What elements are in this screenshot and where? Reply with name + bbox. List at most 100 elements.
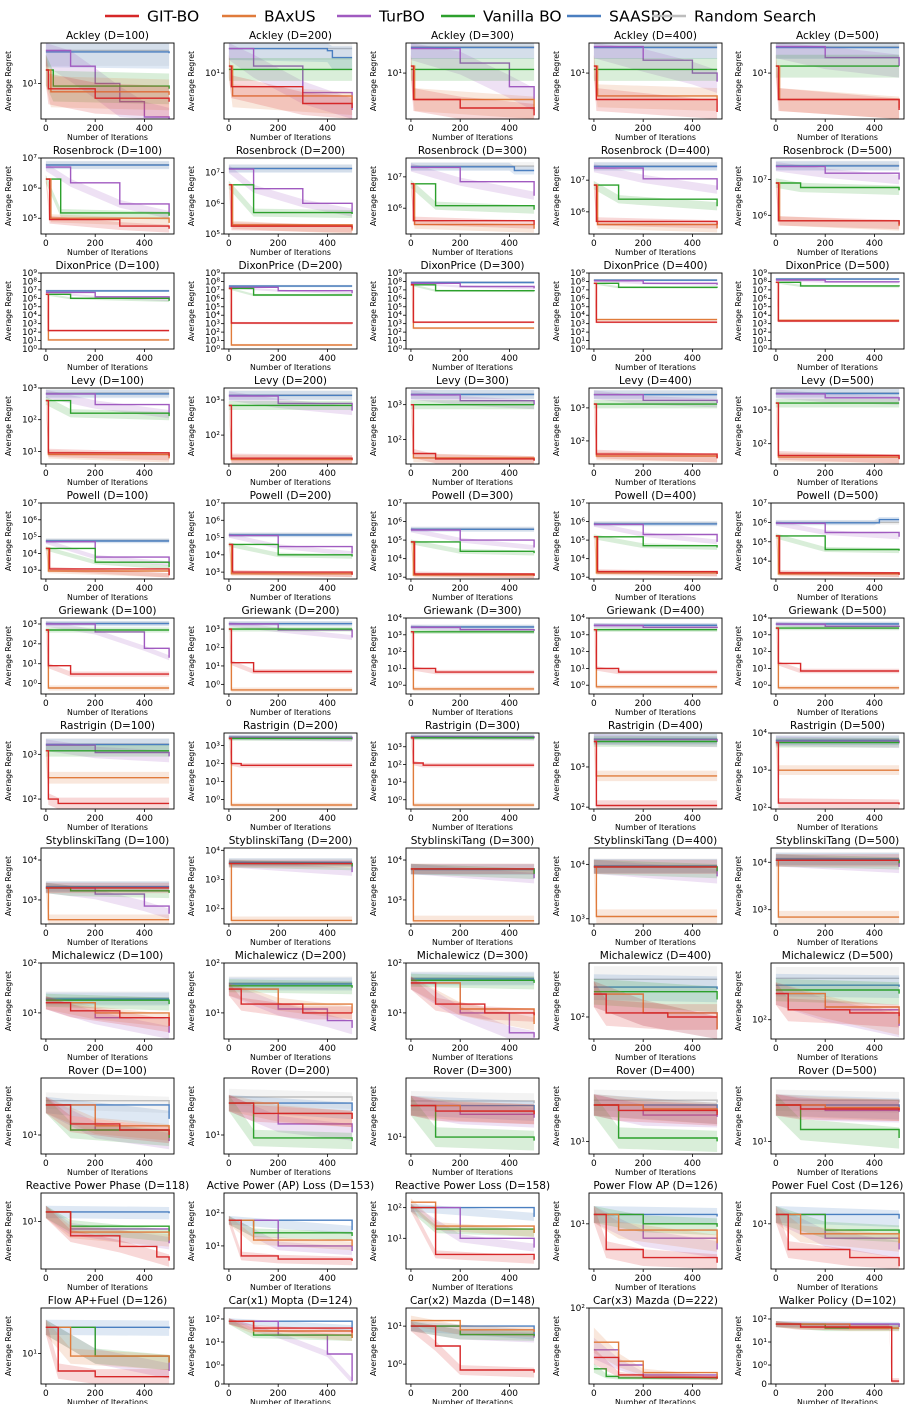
subplot-title: Power Flow AP (D=126) — [593, 1180, 717, 1192]
x-tick-label: 0 — [773, 1389, 779, 1399]
plot-frame — [405, 1192, 540, 1270]
series-band — [593, 1206, 718, 1269]
subplot-title: Car(x3) Mazda (D=222) — [593, 1295, 718, 1307]
x-tick-label: 200 — [635, 124, 652, 134]
subplot-title: Rastrigin (D=300) — [425, 720, 520, 732]
subplot-title: Rosenbrock (D=200) — [236, 145, 345, 157]
x-tick-label: 0 — [591, 699, 597, 709]
x-tick-label: 0 — [773, 1274, 779, 1284]
x-tick-label: 0 — [773, 124, 779, 134]
series-band — [410, 54, 535, 119]
x-tick-label: 400 — [501, 814, 518, 824]
x-tick-label: 0 — [226, 354, 232, 364]
x-tick-label: 400 — [319, 1044, 336, 1054]
x-tick-label: 0 — [226, 584, 232, 594]
x-tick-label: 400 — [319, 584, 336, 594]
y-axis-label: Average Regret — [552, 166, 561, 226]
y-tick-label: 10⁶ — [22, 516, 37, 526]
x-tick-label: 400 — [501, 699, 518, 709]
subplot-title: DixonPrice (D=500) — [785, 260, 889, 272]
series-band — [410, 162, 535, 175]
series-line — [228, 404, 353, 461]
legend-label: TurBO — [378, 8, 425, 26]
series-band — [45, 175, 170, 233]
x-axis-label: Number of Iterations — [67, 1053, 148, 1062]
series-band — [45, 1205, 170, 1267]
series-line — [775, 535, 900, 551]
subplot: Griewank (D=500) 0 200 400 10⁰ 10¹ 10² 10³ 10⁴ Nu… — [734, 605, 905, 717]
series-band — [45, 1096, 170, 1144]
subplot: StyblinskiTang (D=100) 0 200 400 10³ 10⁴ Numbe… — [4, 835, 175, 947]
y-axis-label: Average Regret — [734, 396, 743, 456]
legend: GIT-BO BAxUS TurBO Vanilla BO SAASBO Random S… — [105, 8, 816, 26]
series-band — [593, 736, 718, 782]
series-line — [593, 1356, 718, 1379]
series-line — [593, 184, 718, 225]
y-tick-label: 10⁹ — [752, 269, 767, 279]
y-tick-label: 10¹ — [205, 337, 220, 347]
series-line — [45, 69, 170, 102]
series-line — [45, 51, 170, 54]
series-line — [593, 740, 718, 807]
series-band — [593, 399, 718, 463]
subplot: Michalewicz (D=300) 0 200 400 10¹ 10² Number o… — [369, 950, 540, 1062]
series-band — [775, 737, 900, 809]
subplot-title: Ackley (D=300) — [431, 30, 514, 42]
subplot: Ackley (D=400) 0 200 400 10¹ Number of Iterat… — [552, 30, 723, 142]
y-tick-label: 10² — [205, 905, 220, 915]
series-band — [45, 396, 170, 461]
plot-frame — [588, 272, 723, 350]
series-line — [410, 1206, 535, 1248]
subplot: Griewank (D=400) 0 200 400 10⁰ 10¹ 10² 10³ 10⁴ Nu… — [552, 605, 723, 717]
x-tick-label: 200 — [270, 124, 287, 134]
series-line — [593, 536, 718, 574]
x-axis-label: Number of Iterations — [615, 363, 696, 372]
y-axis-label: Average Regret — [187, 626, 196, 686]
y-tick-label: 10¹ — [205, 1338, 220, 1348]
series-line — [45, 293, 170, 332]
subplot-title: StyblinskiTang (D=200) — [229, 835, 353, 847]
series-line — [45, 166, 170, 215]
y-tick-label: 10⁴ — [752, 311, 767, 321]
y-tick-label: 10³ — [570, 763, 585, 773]
x-tick-label: 200 — [452, 699, 469, 709]
plot-frame — [223, 272, 358, 350]
y-axis-label: Average Regret — [552, 281, 561, 341]
y-axis-label: Average Regret — [187, 1086, 196, 1146]
series-band — [593, 981, 718, 1039]
series-band — [775, 982, 900, 1035]
x-tick-label: 200 — [635, 354, 652, 364]
subplot: Griewank (D=300) 0 200 400 10⁰ 10¹ 10² 10³ 10⁴ Nu… — [369, 605, 540, 717]
subplot: Rastrigin (D=300) 0 200 400 10⁰ 10¹ 10² 10³ Numb… — [369, 720, 540, 832]
y-tick-label: 10⁰ — [22, 345, 37, 355]
x-tick-label: 0 — [226, 1159, 232, 1169]
x-tick-label: 200 — [87, 1274, 104, 1284]
y-tick-label: 10³ — [22, 620, 37, 630]
y-tick-label: 10⁷ — [205, 286, 220, 296]
series-line — [593, 282, 718, 323]
y-tick-label: 10¹ — [752, 69, 767, 79]
y-tick-label: 10⁴ — [205, 551, 220, 561]
y-axis-label: Average Regret — [552, 626, 561, 686]
series-line — [45, 629, 170, 675]
series-band — [45, 396, 170, 421]
series-band — [775, 533, 900, 554]
y-tick-label: 10⁷ — [752, 499, 767, 509]
plot-frame — [588, 1192, 723, 1270]
series-band — [228, 54, 353, 115]
x-axis-label: Number of Iterations — [797, 1283, 878, 1292]
y-tick-label: 10⁷ — [387, 173, 402, 183]
series-line — [593, 1104, 718, 1116]
y-tick-label: 10² — [205, 328, 220, 338]
y-axis-label: Average Regret — [552, 396, 561, 456]
series-line — [775, 45, 900, 67]
subplot-title: Rover (D=300) — [433, 1065, 512, 1077]
x-axis-label: Number of Iterations — [615, 708, 696, 717]
x-tick-label: 0 — [591, 469, 597, 479]
x-tick-label: 200 — [452, 929, 469, 939]
y-tick-label: 10⁰ — [205, 680, 220, 690]
series-line — [593, 1099, 718, 1103]
y-tick-label: 10¹ — [22, 660, 37, 670]
subplot: Michalewicz (D=500) 0 200 400 10² Number of I… — [734, 950, 905, 1062]
x-tick-label: 0 — [43, 1159, 49, 1169]
